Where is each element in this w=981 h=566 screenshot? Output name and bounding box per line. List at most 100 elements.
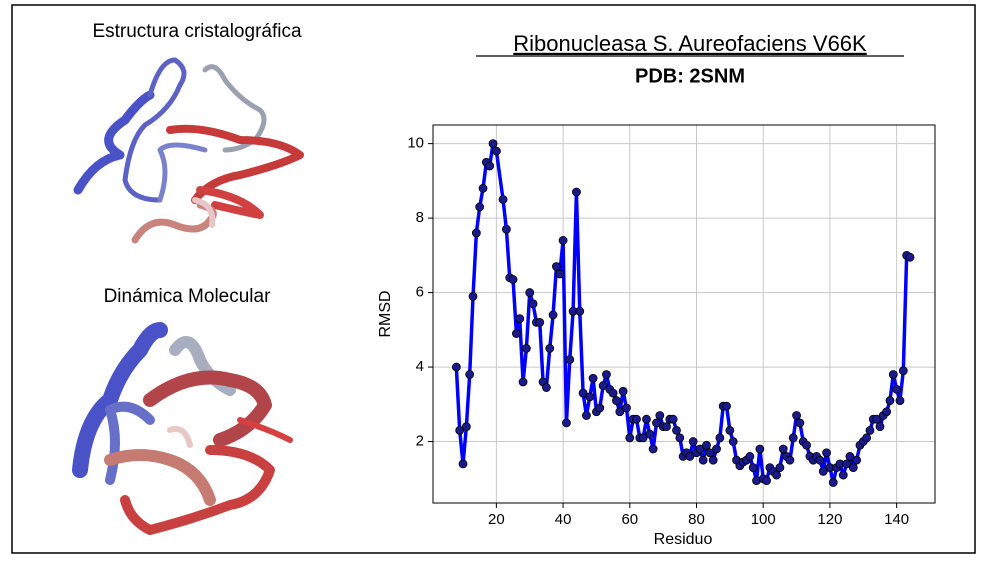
rmsd-point	[875, 422, 885, 432]
rmsd-point	[528, 299, 538, 309]
rmsd-point	[552, 262, 561, 271]
y-axis-label: RMSD	[377, 290, 394, 337]
rmsd-point	[572, 187, 581, 197]
rmsd-point	[545, 344, 555, 353]
rmsd-point	[612, 396, 621, 405]
rmsd-point	[521, 344, 531, 353]
rmsd-point	[501, 224, 511, 234]
rmsd-point	[652, 418, 661, 428]
rmsd-point	[468, 291, 478, 301]
rmsd-point	[898, 366, 908, 376]
rmsd-point	[655, 411, 665, 420]
rmsd-point	[795, 418, 805, 428]
rmsd-point	[598, 381, 608, 391]
x-axis-label: Residuo	[654, 531, 713, 548]
rmsd-point	[508, 275, 518, 284]
rmsd-point	[842, 459, 852, 469]
rmsd-point	[885, 396, 895, 405]
rmsd-point	[822, 448, 831, 458]
rmsd-point	[648, 444, 658, 454]
rmsd-point	[895, 396, 905, 405]
rmsd-point	[525, 288, 535, 297]
chart-subtitle: PDB: 2SNM	[635, 65, 745, 87]
rmsd-point	[672, 425, 681, 435]
md-label: Dinámica Molecular	[104, 286, 272, 307]
rmsd-point	[828, 478, 838, 487]
crystal-label: Estructura cristalográfica	[92, 21, 302, 42]
rmsd-point	[451, 362, 461, 372]
rmsd-point	[565, 355, 575, 365]
rmsd-point	[818, 466, 828, 476]
rmsd-point	[515, 314, 525, 324]
rmsd-point	[645, 429, 655, 439]
rmsd-point	[622, 403, 631, 413]
rmsd-point	[705, 448, 715, 458]
rmsd-point	[715, 433, 725, 443]
rmsd-point	[511, 329, 521, 338]
rmsd-point	[755, 444, 765, 454]
rmsd-point	[882, 407, 892, 417]
rmsd-point	[815, 455, 825, 465]
rmsd-point	[558, 236, 568, 245]
rmsd-point	[562, 418, 571, 428]
rmsd-point	[695, 444, 705, 454]
x-tick-label: 100	[751, 511, 776, 528]
rmsd-point	[602, 370, 611, 379]
rmsd-point	[632, 414, 641, 424]
rmsd-point	[852, 455, 862, 465]
rmsd-point	[475, 202, 485, 212]
rmsd-point	[615, 407, 625, 417]
rmsd-point	[668, 414, 678, 424]
rmsd-point	[618, 386, 628, 396]
y-tick-label: 8	[416, 209, 424, 226]
rmsd-point	[555, 269, 565, 279]
rmsd-point	[518, 377, 528, 387]
rmsd-point	[608, 388, 618, 398]
rmsd-point	[662, 422, 671, 432]
x-tick-label: 80	[688, 511, 705, 528]
rmsd-point	[642, 414, 651, 424]
rmsd-point	[478, 183, 488, 193]
rmsd-point	[455, 425, 465, 435]
rmsd-point	[498, 195, 508, 204]
rmsd-point	[585, 392, 595, 402]
rmsd-point	[698, 455, 708, 465]
rmsd-point	[702, 440, 711, 450]
rmsd-point	[485, 161, 495, 171]
rmsd-point	[788, 433, 798, 443]
rmsd-point	[675, 433, 685, 443]
rmsd-point	[548, 310, 558, 320]
rmsd-point	[888, 370, 898, 379]
rmsd-point	[802, 440, 811, 450]
rmsd-point	[708, 455, 718, 465]
rmsd-point	[892, 385, 902, 394]
y-tick-label: 2	[416, 433, 424, 450]
y-tick-label: 4	[416, 358, 424, 375]
rmsd-point	[461, 422, 471, 432]
rmsd-point	[685, 452, 695, 461]
chart-title: Ribonucleasa S. Aureofaciens V66K	[513, 31, 867, 56]
rmsd-point	[905, 252, 915, 262]
x-tick-label: 60	[621, 511, 638, 528]
rmsd-point	[712, 444, 721, 454]
rmsd-point	[582, 411, 591, 420]
rmsd-point	[471, 228, 481, 238]
rmsd-point	[595, 403, 605, 413]
rmsd-point	[638, 433, 648, 443]
rmsd-point	[748, 463, 758, 473]
rmsd-point	[535, 317, 545, 327]
rmsd-point	[745, 452, 755, 461]
rmsd-point	[575, 306, 585, 316]
rmsd-point	[542, 383, 551, 392]
rmsd-point	[872, 414, 882, 424]
rmsd-point	[728, 437, 738, 446]
rmsd-point	[725, 425, 735, 435]
rmsd-point	[465, 370, 475, 379]
rmsd-point	[865, 425, 875, 435]
rmsd-point	[688, 437, 698, 446]
crystal-structure	[73, 57, 304, 244]
rmsd-point	[762, 476, 771, 486]
rmsd-point	[775, 463, 785, 473]
md-structure	[72, 322, 293, 535]
